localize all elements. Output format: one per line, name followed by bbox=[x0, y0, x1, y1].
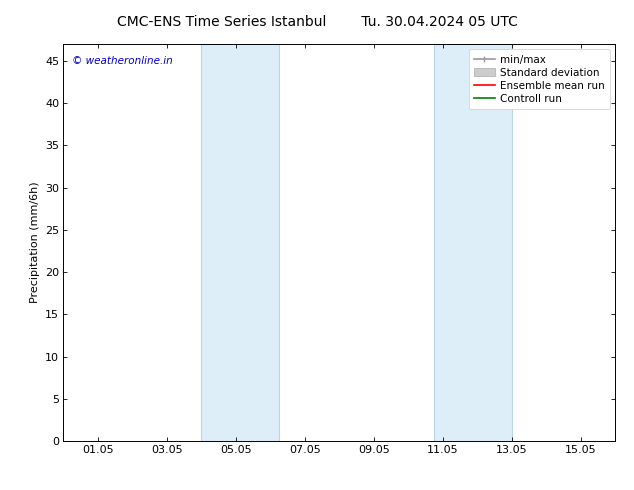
Legend: min/max, Standard deviation, Ensemble mean run, Controll run: min/max, Standard deviation, Ensemble me… bbox=[469, 49, 610, 109]
Bar bbox=[434, 44, 512, 441]
Text: © weatheronline.in: © weatheronline.in bbox=[72, 56, 172, 66]
Y-axis label: Precipitation (mm/6h): Precipitation (mm/6h) bbox=[30, 182, 39, 303]
Bar bbox=[202, 44, 279, 441]
Text: CMC-ENS Time Series Istanbul        Tu. 30.04.2024 05 UTC: CMC-ENS Time Series Istanbul Tu. 30.04.2… bbox=[117, 15, 517, 29]
